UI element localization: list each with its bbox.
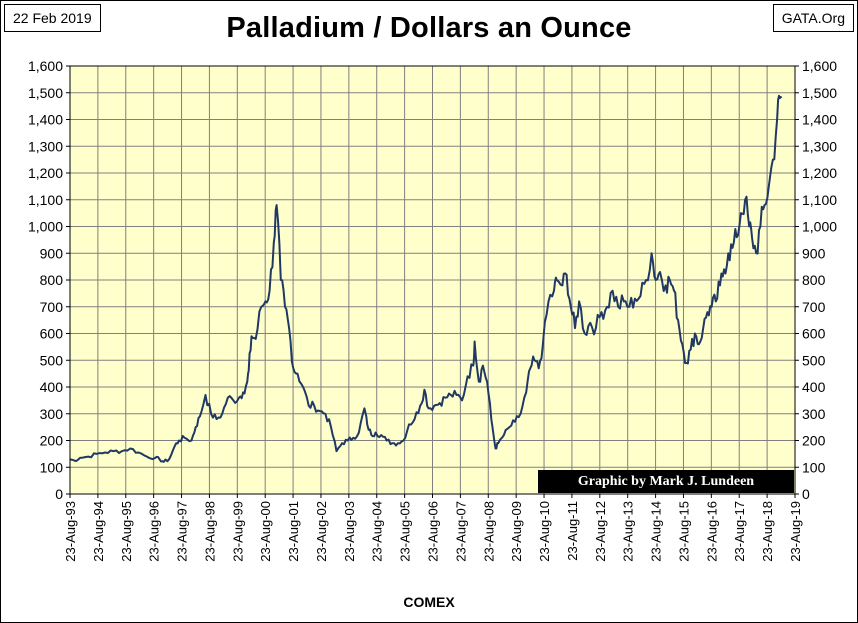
y-axis-left: 0 100 200 300 400 500 600 700 800 900 1,000 1,100 1,… xyxy=(28,58,70,502)
y-tick-label-left: 500 xyxy=(40,352,64,368)
y-tick-label-left: 200 xyxy=(40,433,64,449)
y-tick-label-right: 400 xyxy=(802,379,826,395)
x-tick-label: 23-Aug-06 xyxy=(426,501,441,562)
plot-border xyxy=(69,65,796,495)
y-tick-label-right: 0 xyxy=(802,486,810,502)
y-tick-label-right: 500 xyxy=(802,352,826,368)
y-tick-label-right: 600 xyxy=(802,326,826,342)
x-tick-label: 23-Aug-12 xyxy=(593,501,608,562)
y-tick-label-left: 900 xyxy=(40,245,64,261)
x-tick-label: 23-Aug-16 xyxy=(704,501,719,562)
y-tick-label-left: 1,500 xyxy=(28,85,63,101)
x-axis-label: COMEX xyxy=(403,594,455,610)
x-tick-label: 23-Aug-95 xyxy=(119,501,134,562)
x-tick-label: 23-Aug-15 xyxy=(676,501,691,562)
x-tick-label: 23-Aug-11 xyxy=(565,501,580,561)
y-axis-right: 0 100 200 300 400 500 600 700 800 900 1,000 1,100 1,… xyxy=(795,58,837,502)
gridlines xyxy=(70,66,795,494)
y-tick-label-left: 400 xyxy=(40,379,64,395)
x-axis: 23-Aug-93 23-Aug-94 23-Aug-95 23-Aug-96 23-A… xyxy=(63,494,803,562)
x-tick-label: 23-Aug-19 xyxy=(788,501,803,562)
x-tick-label: 23-Aug-03 xyxy=(342,501,357,562)
x-tick-label: 23-Aug-04 xyxy=(370,501,385,562)
x-tick-label: 23-Aug-00 xyxy=(258,501,273,562)
x-tick-label: 23-Aug-02 xyxy=(314,501,329,562)
x-tick-label: 23-Aug-93 xyxy=(63,501,78,562)
y-tick-label-left: 1,200 xyxy=(28,165,63,181)
y-tick-label-left: 300 xyxy=(40,406,64,422)
x-tick-label: 23-Aug-96 xyxy=(147,501,162,562)
chart-title: Palladium / Dollars an Ounce xyxy=(226,12,632,44)
y-tick-label-left: 1,000 xyxy=(28,219,63,235)
x-tick-label: 23-Aug-09 xyxy=(509,501,524,562)
y-tick-label-right: 1,000 xyxy=(802,219,837,235)
y-tick-label-right: 300 xyxy=(802,406,826,422)
y-tick-label-left: 1,300 xyxy=(28,138,63,154)
x-tick-label: 23-Aug-99 xyxy=(230,501,245,562)
series-line xyxy=(69,94,783,463)
y-tick-label-left: 1,100 xyxy=(28,192,63,208)
x-tick-label: 23-Aug-13 xyxy=(621,501,636,562)
y-tick-label-left: 800 xyxy=(40,272,64,288)
x-tick-label: 23-Aug-17 xyxy=(732,501,747,562)
y-tick-label-left: 1,600 xyxy=(28,58,63,74)
x-tick-label: 23-Aug-07 xyxy=(453,501,468,562)
x-tick-label: 23-Aug-18 xyxy=(760,501,775,562)
y-tick-label-left: 600 xyxy=(40,326,64,342)
y-tick-label-left: 1,400 xyxy=(28,112,63,128)
credit-label: Graphic by Mark J. Lundeen xyxy=(538,470,794,493)
y-tick-label-right: 800 xyxy=(802,272,826,288)
y-tick-label-left: 700 xyxy=(40,299,64,315)
series-group xyxy=(69,94,783,463)
y-tick-label-left: 100 xyxy=(40,459,64,475)
date-label: 22 Feb 2019 xyxy=(4,4,101,32)
y-tick-label-right: 1,600 xyxy=(802,58,837,74)
x-tick-label: 23-Aug-14 xyxy=(649,501,664,562)
y-tick-label-right: 900 xyxy=(802,245,826,261)
y-tick-label-right: 1,100 xyxy=(802,192,837,208)
y-tick-label-right: 100 xyxy=(802,459,826,475)
x-tick-label: 23-Aug-05 xyxy=(398,501,413,562)
y-tick-label-right: 1,300 xyxy=(802,138,837,154)
y-tick-label-right: 700 xyxy=(802,299,826,315)
y-tick-label-right: 1,500 xyxy=(802,85,837,101)
x-tick-label: 23-Aug-08 xyxy=(481,501,496,562)
x-tick-label: 23-Aug-94 xyxy=(91,501,106,562)
y-tick-label-left: 0 xyxy=(55,486,63,502)
y-tick-label-right: 200 xyxy=(802,433,826,449)
x-tick-label: 23-Aug-01 xyxy=(286,501,301,562)
y-tick-label-right: 1,400 xyxy=(802,112,837,128)
x-tick-label: 23-Aug-98 xyxy=(202,501,217,562)
y-tick-label-right: 1,200 xyxy=(802,165,837,181)
x-tick-label: 23-Aug-97 xyxy=(175,501,190,562)
x-tick-label: 23-Aug-10 xyxy=(537,501,552,562)
source-label: GATA.Org xyxy=(772,4,854,32)
